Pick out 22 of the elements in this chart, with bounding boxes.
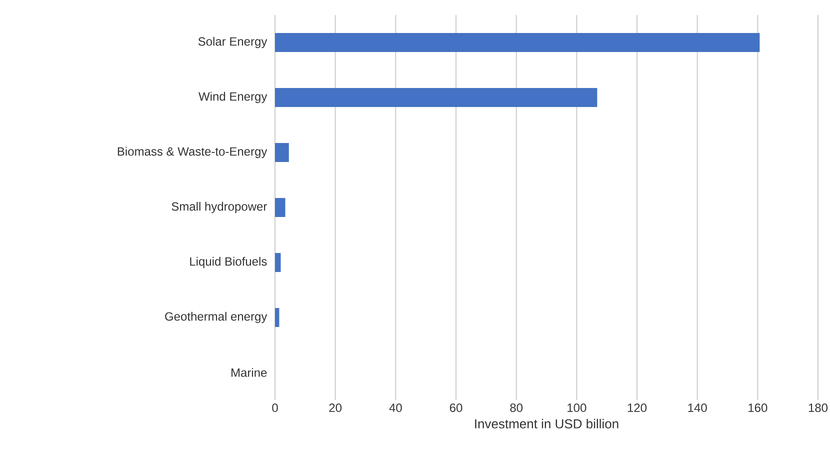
x-tick-label: 120 (628, 404, 647, 412)
bar (275, 143, 289, 162)
x-tick-label: 180 (808, 404, 828, 412)
x-axis-title: Investment in USD billion (475, 418, 618, 428)
bar (275, 33, 760, 52)
y-tick-label: Geothermal energy (165, 312, 268, 324)
x-tick-label: 140 (688, 404, 707, 412)
y-tick-label: Small hydropower (172, 202, 267, 214)
bar (275, 198, 286, 217)
x-tick-label: 60 (450, 404, 462, 412)
x-tick-label: 20 (329, 404, 342, 412)
y-tick-label: Solar Energy (198, 36, 268, 48)
x-tick-label: 100 (568, 404, 586, 412)
y-tick-label: Liquid Biofuels (190, 256, 267, 268)
x-tick-label: 80 (510, 404, 523, 412)
bar (275, 88, 598, 107)
x-tick-label: 0 (272, 404, 278, 412)
x-tick-label: 160 (748, 404, 768, 412)
y-tick-label: Wind Energy (198, 92, 268, 104)
y-tick-label: Marine (232, 368, 267, 377)
y-tick-label: Biomass & Waste-to-Energy (118, 146, 268, 158)
x-tick-label: 40 (389, 404, 402, 412)
